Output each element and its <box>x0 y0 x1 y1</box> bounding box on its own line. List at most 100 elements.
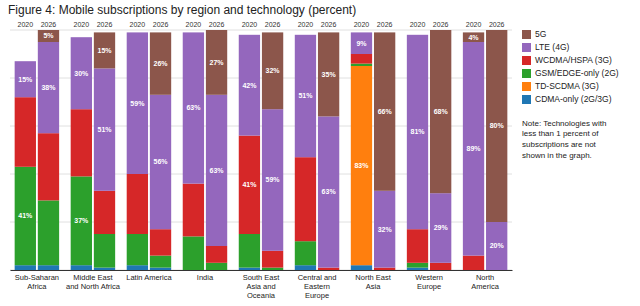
bar-segment <box>183 184 204 237</box>
data-label: 29% <box>434 224 449 231</box>
bar-segment <box>239 268 260 270</box>
bar-segment <box>407 229 428 263</box>
x-tick-label: India <box>197 273 214 282</box>
bar-segment <box>407 268 428 270</box>
bar-segment <box>127 174 148 234</box>
bar-segment <box>262 268 283 270</box>
bar-segment <box>318 32 339 116</box>
legend-label: TD-SCDMA (3G) <box>535 81 599 91</box>
bar-segment <box>295 157 316 241</box>
data-label: 32% <box>266 67 281 74</box>
bar-segment <box>71 176 92 265</box>
bar-segment <box>150 229 171 255</box>
x-tick-label-line: Europe <box>305 291 329 300</box>
note-line: shown in the graph. <box>522 151 592 160</box>
bar-segment <box>407 34 428 35</box>
legend-label: GSM/EDGE-only (2G) <box>535 68 619 78</box>
series <box>351 66 372 265</box>
x-tick-label: Middle Eastand North Africa <box>66 273 121 291</box>
bar-segment <box>38 265 59 270</box>
chart: Figure 4: Mobile subscriptions by region… <box>0 0 640 306</box>
bar-segment <box>127 32 148 33</box>
bar-segment <box>463 32 484 42</box>
bar-segment <box>430 30 451 193</box>
group-label: 2026 <box>41 21 57 28</box>
grid <box>10 30 512 270</box>
bar-segment <box>351 64 372 66</box>
bar-segment <box>374 191 395 268</box>
bar-segment <box>486 222 507 270</box>
bar-segment <box>183 32 204 33</box>
group-label: 2020 <box>130 21 146 28</box>
bar-segment <box>150 256 171 268</box>
bar-segment <box>351 54 372 64</box>
legend-item: TD-SCDMA (3G) <box>522 81 599 91</box>
data-label: 32% <box>378 226 393 233</box>
bar-segment <box>38 133 59 200</box>
bar-segment <box>463 42 484 256</box>
note-line: subscriptions are not <box>522 140 597 149</box>
x-tick-label-line: India <box>197 273 214 282</box>
x-tick: Latin America <box>126 273 172 282</box>
bar-segment <box>295 241 316 265</box>
bar-segment <box>239 34 260 35</box>
legend-item: LTE (4G) <box>522 42 569 52</box>
x-tick: Sub-SaharanAfrica <box>15 273 59 291</box>
data-label: 66% <box>378 108 393 115</box>
data-label: 63% <box>186 104 201 111</box>
group-label: 2026 <box>153 21 169 28</box>
group-labels: 2020202620202026202020262020202620202026… <box>18 21 505 28</box>
legend-swatch <box>522 82 531 91</box>
data-label: 26% <box>154 60 169 67</box>
bar-segment <box>94 32 115 68</box>
bar-segment <box>318 116 339 267</box>
data-label: 41% <box>242 181 257 188</box>
legend-item: 5G <box>522 29 546 39</box>
data-label: 37% <box>74 217 89 224</box>
legend-swatch <box>522 95 531 104</box>
note: Note: Technologies withless than 1 perce… <box>522 119 606 160</box>
legend-swatch <box>522 30 531 39</box>
group-label: 2020 <box>298 21 314 28</box>
legend-swatch <box>522 56 531 65</box>
x-tick-label: South EastAsia andOceania <box>243 273 281 299</box>
group-label: 2026 <box>321 21 337 28</box>
bar-segment <box>38 30 59 42</box>
group-label: 2026 <box>489 21 505 28</box>
data-label: 89% <box>467 145 482 152</box>
bar-segment <box>463 256 484 270</box>
data-label: 20% <box>490 242 505 249</box>
legend-item: CDMA-only (2G/3G) <box>522 94 612 104</box>
bar-segment <box>239 234 260 268</box>
x-tick-label: Latin America <box>126 273 172 282</box>
data-label: 59% <box>130 100 145 107</box>
note-line: Note: Technologies with <box>522 119 606 128</box>
data-label: 38% <box>41 84 56 91</box>
x-tick-label: North EastAsia <box>355 273 391 291</box>
x-tick-label-line: Oceania <box>247 291 276 300</box>
bar-segment <box>318 268 339 270</box>
data-label: 15% <box>18 76 33 83</box>
data-label: 59% <box>266 176 281 183</box>
legend-item: GSM/EDGE-only (2G) <box>522 68 619 78</box>
data-label: 80% <box>490 122 505 129</box>
bar-segment <box>150 268 171 270</box>
title: Figure 4: Mobile subscriptions by region… <box>8 3 356 17</box>
bar-segment <box>38 42 59 133</box>
group-label: 2020 <box>466 21 482 28</box>
group-label: 2020 <box>186 21 202 28</box>
data-label: 51% <box>97 126 112 133</box>
data-label: 5% <box>43 32 54 39</box>
bar-segment <box>430 193 451 263</box>
bar-segment <box>295 265 316 270</box>
bar-segment <box>94 268 115 270</box>
bar-segment <box>38 200 59 265</box>
bar-segment <box>71 37 92 38</box>
data-label: 68% <box>434 108 449 115</box>
group-label: 2020 <box>354 21 370 28</box>
data-label: 30% <box>74 70 89 77</box>
bar-segment <box>150 32 171 94</box>
bar-segment <box>150 95 171 229</box>
legend-swatch <box>522 69 531 78</box>
data-label: 42% <box>242 82 257 89</box>
